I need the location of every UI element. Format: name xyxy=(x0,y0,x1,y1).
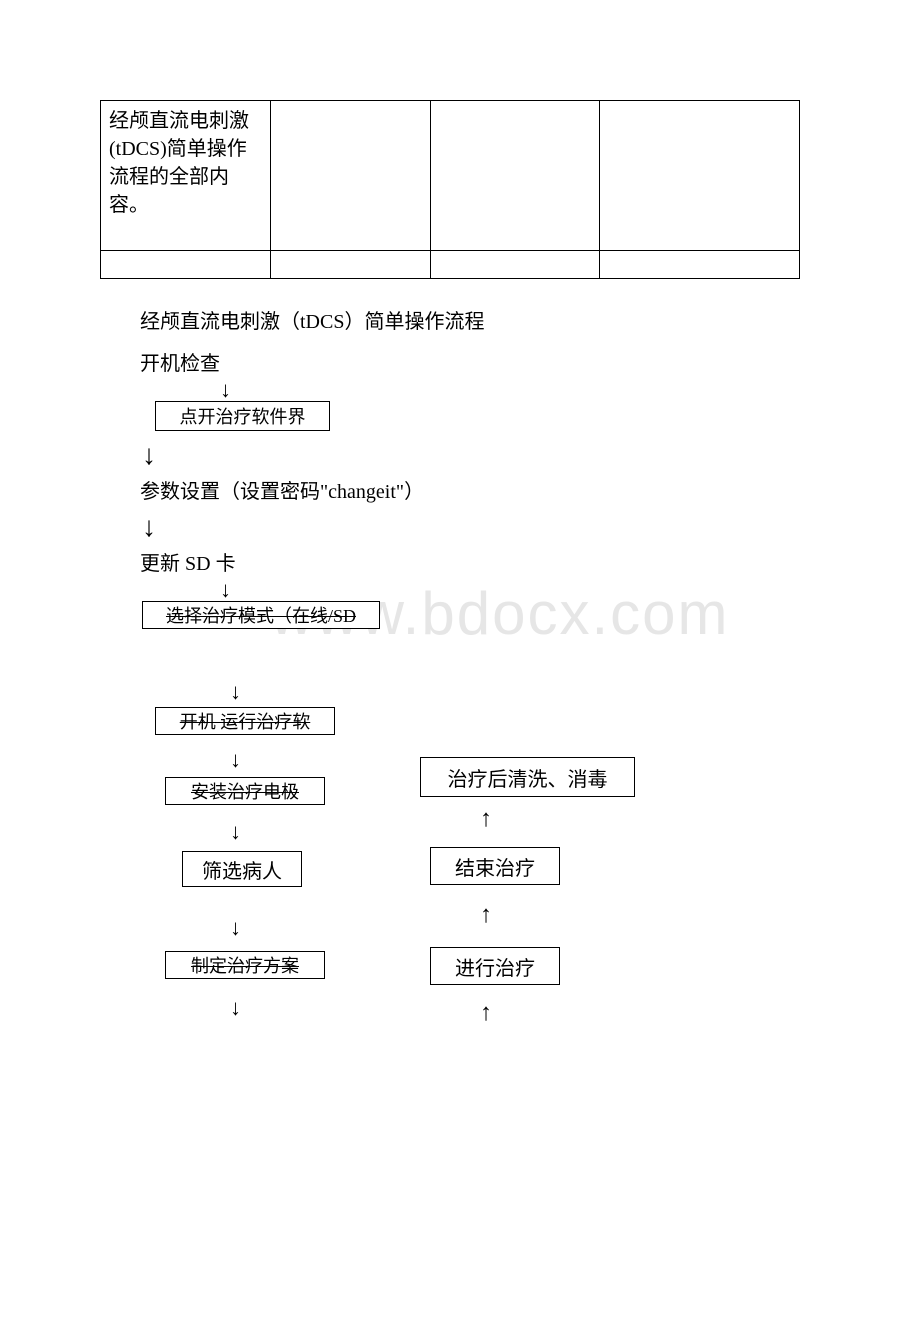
flow-box: 点开治疗软件界 xyxy=(155,401,330,431)
step-text: 参数设置（设置密码"changeit"） xyxy=(140,477,424,507)
table-cell-content: 经颅直流电刺激(tDCS)简单操作流程的全部内容。 xyxy=(101,101,271,251)
flow-label: 开机 运行治疗软 xyxy=(180,708,311,734)
flow-box: 筛选病人 xyxy=(182,851,302,887)
flow-label: 筛选病人 xyxy=(202,855,282,884)
flow-label: 结束治疗 xyxy=(455,852,535,881)
flow-label: 治疗后清洗、消毒 xyxy=(448,763,608,792)
flow-box: 开机 运行治疗软 xyxy=(155,707,335,735)
table-cell-empty xyxy=(270,251,430,279)
arrow-up: ↑ xyxy=(480,1001,492,1025)
arrow-down: ↓ xyxy=(230,997,241,1019)
title-text: 经颅直流电刺激（tDCS）简单操作流程 xyxy=(140,307,820,337)
flow-label: 点开治疗软件界 xyxy=(180,403,306,429)
flow-box: 安装治疗电极 xyxy=(165,777,325,805)
arrow-down: ↓ xyxy=(230,681,241,703)
table-cell-empty xyxy=(600,101,800,251)
flow-label: 选择治疗模式（在线/SD xyxy=(166,602,356,628)
arrow-up: ↑ xyxy=(480,807,492,831)
arrow-down: ↓ xyxy=(220,579,231,601)
table-cell-empty xyxy=(600,251,800,279)
flowchart: www.bdocx.com 开机检查 ↓ 点开治疗软件界 ↓ 参数设置（设置密码… xyxy=(100,349,820,1269)
table-cell-empty xyxy=(430,251,600,279)
arrow-down: ↓ xyxy=(230,917,241,939)
step-text: 开机检查 xyxy=(140,349,220,379)
table-cell-empty xyxy=(101,251,271,279)
flow-box: 选择治疗模式（在线/SD xyxy=(142,601,380,629)
flow-box: 制定治疗方案 xyxy=(165,951,325,979)
arrow-down: ↓ xyxy=(230,749,241,771)
flow-label: 安装治疗电极 xyxy=(191,778,299,804)
arrow-down: ↓ xyxy=(220,379,231,401)
flow-box: 结束治疗 xyxy=(430,847,560,885)
table-cell-empty xyxy=(270,101,430,251)
header-table: 经颅直流电刺激(tDCS)简单操作流程的全部内容。 xyxy=(100,100,800,279)
arrow-up: ↑ xyxy=(480,903,492,927)
flow-label: 制定治疗方案 xyxy=(191,952,299,978)
arrow-down-heavy: ↓ xyxy=(142,513,156,541)
arrow-down: ↓ xyxy=(230,821,241,843)
step-text: 更新 SD 卡 xyxy=(140,549,236,579)
table-cell-empty xyxy=(430,101,600,251)
flow-box: 治疗后清洗、消毒 xyxy=(420,757,635,797)
flow-label: 进行治疗 xyxy=(455,952,535,981)
arrow-down-heavy: ↓ xyxy=(142,441,156,469)
flow-box: 进行治疗 xyxy=(430,947,560,985)
